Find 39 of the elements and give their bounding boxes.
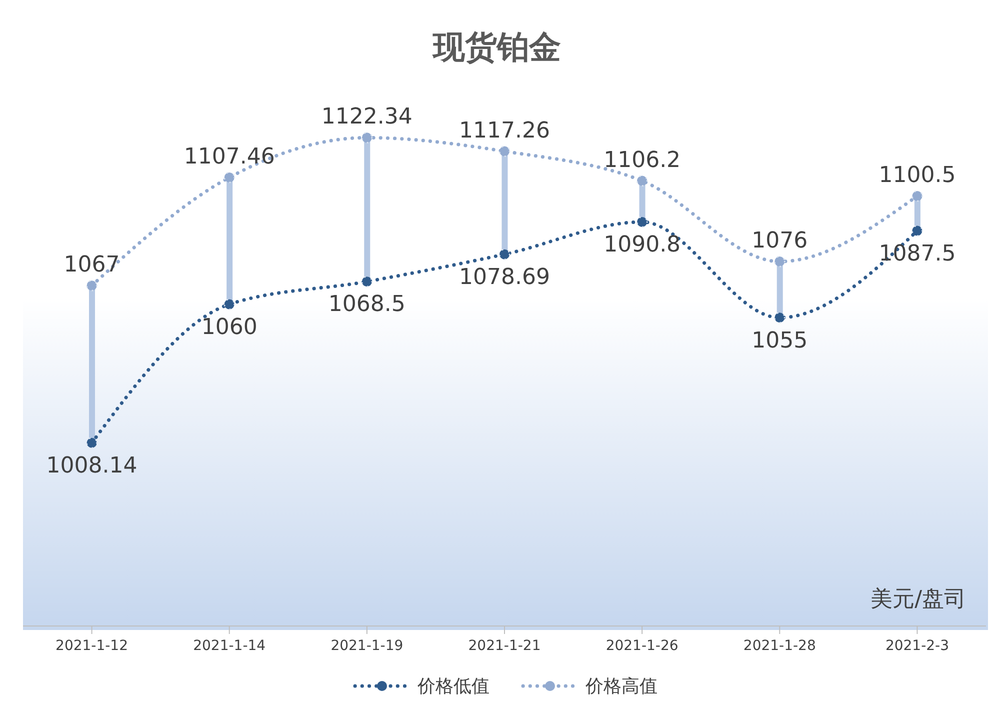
data-label: 1076	[752, 228, 808, 254]
point	[224, 298, 236, 310]
legend-label: 价格高值	[586, 675, 658, 698]
data-label: 1087.5	[878, 241, 956, 266]
point	[774, 312, 786, 324]
x-tick-label: 2021-1-19	[330, 638, 404, 654]
point	[86, 280, 98, 292]
data-label: 1090.8	[604, 232, 681, 258]
data-label: 1060	[201, 314, 258, 340]
point	[498, 248, 510, 260]
data-label: 1067	[64, 252, 120, 278]
data-label: 1117.26	[459, 118, 550, 144]
data-label: 1100.5	[878, 163, 956, 188]
point	[774, 256, 786, 268]
data-label: 1055	[752, 328, 808, 354]
x-tick-label: 2021-1-14	[193, 638, 266, 654]
point	[636, 175, 648, 187]
text: 美元/盘司	[870, 586, 966, 614]
x-tick-label: 2021-1-12	[56, 638, 128, 654]
x-tick-label: 2021-1-21	[468, 638, 541, 654]
x-tick-label: 2021-1-28	[743, 638, 816, 654]
point	[911, 190, 923, 202]
data-label: 1068.5	[328, 292, 406, 318]
x-tick-label: 2021-1-26	[606, 638, 678, 654]
point	[86, 437, 98, 449]
data-label: 1078.69	[459, 264, 550, 290]
point	[636, 216, 648, 228]
point	[361, 276, 373, 288]
point	[361, 132, 373, 144]
data-label: 1122.34	[321, 104, 412, 130]
data-label: 1107.46	[184, 144, 275, 170]
point	[498, 146, 510, 158]
x-tick-label: 2021-2-3	[885, 638, 949, 654]
point	[224, 172, 236, 184]
data-label: 1008.14	[46, 454, 138, 478]
point	[911, 225, 923, 237]
legend-label: 价格低值	[418, 675, 490, 698]
chart-title: 现货铂金	[431, 27, 562, 68]
data-label: 1106.2	[604, 148, 681, 173]
